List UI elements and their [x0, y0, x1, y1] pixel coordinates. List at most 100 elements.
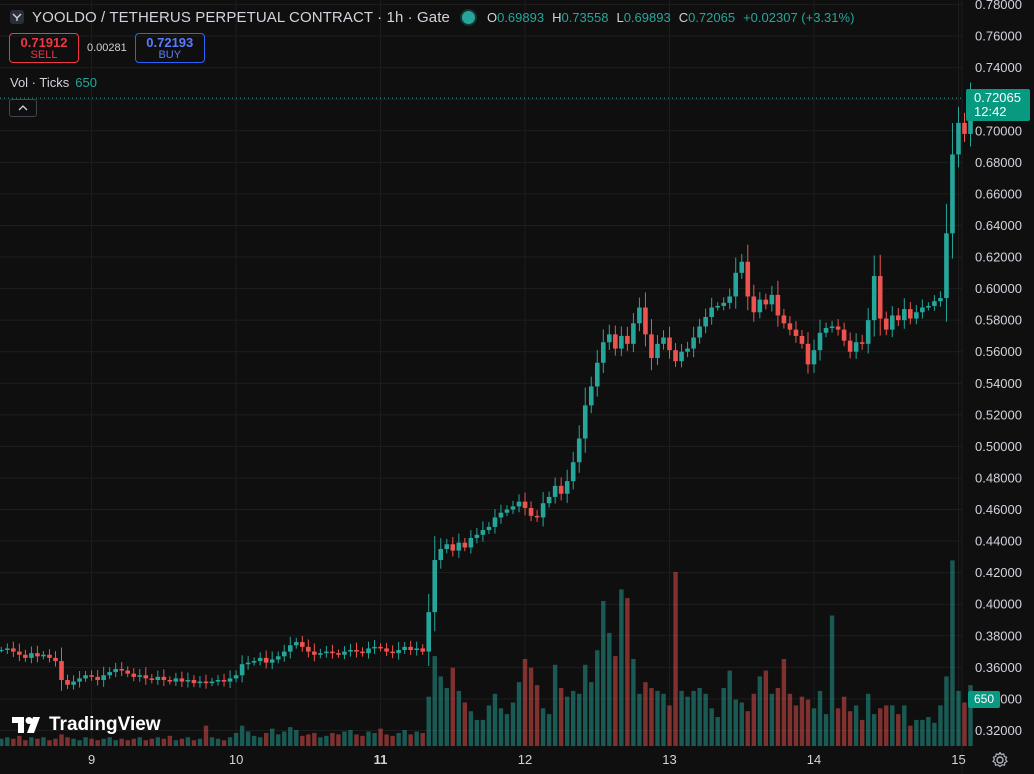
candle-body	[414, 648, 419, 651]
volume-bar	[902, 705, 907, 746]
volume-bar	[595, 650, 600, 746]
candle-body	[390, 651, 395, 654]
candle-body	[787, 323, 793, 330]
candlesticks	[0, 82, 973, 691]
candle-body	[607, 334, 612, 343]
volume-legend[interactable]: Vol · Ticks 650	[10, 75, 97, 90]
candle-body	[679, 351, 684, 362]
candle-body	[197, 681, 203, 684]
volume-bar	[450, 667, 455, 746]
candle-body	[751, 296, 757, 313]
volume-bar	[113, 740, 118, 746]
candle-body	[829, 326, 835, 329]
candle-body	[962, 122, 967, 134]
candle-body	[932, 301, 937, 306]
volume-bar	[884, 705, 889, 746]
price-tick-label: 0.62000	[975, 250, 1022, 265]
volume-bar	[143, 740, 148, 746]
candle-body	[281, 651, 287, 657]
candle-body	[17, 651, 22, 655]
tradingview-logo-icon	[12, 717, 40, 733]
volume-bar	[745, 711, 750, 746]
candle-body	[95, 676, 100, 680]
candle-body	[47, 654, 52, 658]
volume-bar	[384, 734, 389, 746]
ohlc-close-value: 0.72065	[688, 9, 736, 25]
candle-body	[83, 675, 88, 679]
volume-bar	[601, 601, 606, 746]
candle-body	[703, 316, 708, 327]
symbol-logo-icon[interactable]	[10, 10, 24, 24]
volume-bar	[0, 738, 4, 746]
volume-bar	[510, 702, 516, 746]
candle-body	[215, 679, 221, 682]
sell-button[interactable]: 0.71912 SELL	[9, 33, 79, 63]
chart-header: YOOLDO / TETHERUS PERPETUAL CONTRACT · 1…	[10, 7, 854, 27]
collapse-legend-button[interactable]	[9, 99, 37, 117]
volume-bar	[552, 664, 558, 746]
candle-body	[727, 296, 733, 303]
volume-bar	[673, 572, 678, 746]
candle-body	[306, 646, 311, 652]
buy-button[interactable]: 0.72193 BUY	[134, 33, 205, 63]
tradingview-logo[interactable]: TradingView	[12, 714, 161, 736]
sell-price: 0.71912	[20, 35, 68, 50]
candle-body	[378, 646, 383, 649]
candle-body	[209, 681, 215, 684]
candle-body	[510, 506, 516, 510]
volume-bar	[348, 730, 353, 746]
candle-body	[582, 405, 588, 439]
candle-body	[799, 335, 805, 344]
volume-bar	[107, 737, 112, 746]
volume-bar	[215, 738, 221, 746]
volume-bar	[468, 711, 474, 746]
candle-body	[522, 501, 528, 508]
volume-bar	[920, 719, 925, 746]
market-open-status-icon[interactable]	[461, 10, 475, 24]
price-tick-label: 0.58000	[975, 313, 1022, 328]
price-tick-label: 0.32000	[975, 723, 1022, 738]
candle-body	[643, 307, 648, 335]
volume-bar	[522, 659, 528, 746]
buy-price: 0.72193	[146, 35, 194, 50]
candle-body	[655, 343, 660, 359]
gear-icon[interactable]	[991, 751, 1009, 769]
volume-bar	[835, 708, 841, 746]
candle-body	[811, 350, 817, 365]
volume-bar	[77, 740, 82, 746]
candle-body	[324, 651, 329, 654]
volume-bar	[119, 738, 124, 746]
volume-bar	[71, 738, 76, 746]
candle-body	[691, 337, 696, 349]
candle-body	[895, 315, 901, 321]
volume-bar	[558, 688, 564, 746]
volume-bar	[209, 737, 215, 746]
price-tick-label: 0.66000	[975, 186, 1022, 201]
candle-body	[77, 678, 82, 682]
volume-bar	[661, 693, 666, 746]
ohlc-high-value: 0.73558	[561, 9, 609, 25]
price-axis[interactable]: 0.780000.760000.740000.720000.700000.680…	[975, 0, 1022, 738]
candle-body	[263, 657, 269, 663]
price-tick-label: 0.54000	[975, 376, 1022, 391]
time-axis[interactable]: 9 10 11 12 13 14 15	[88, 752, 966, 767]
volume-bar	[775, 688, 781, 746]
volume-bar	[288, 727, 293, 746]
volume-bar	[161, 738, 167, 746]
candle-body	[185, 679, 191, 682]
ohlc-low-value: 0.69893	[623, 9, 671, 25]
volume-bar	[408, 734, 413, 746]
symbol-title[interactable]: YOOLDO / TETHERUS PERPETUAL CONTRACT · 1…	[32, 8, 450, 26]
volume-bar	[896, 714, 901, 746]
candle-body	[817, 332, 823, 351]
candle-body	[269, 659, 275, 663]
volume-bar	[372, 732, 377, 746]
candle-body	[558, 485, 564, 494]
candle-body	[564, 481, 570, 494]
ohlc-low-key: L	[616, 9, 624, 25]
volume-bar	[354, 734, 359, 746]
volume-bar	[769, 693, 775, 746]
bar-countdown: 12:42	[974, 104, 1007, 119]
time-tick-label: 14	[807, 752, 821, 767]
